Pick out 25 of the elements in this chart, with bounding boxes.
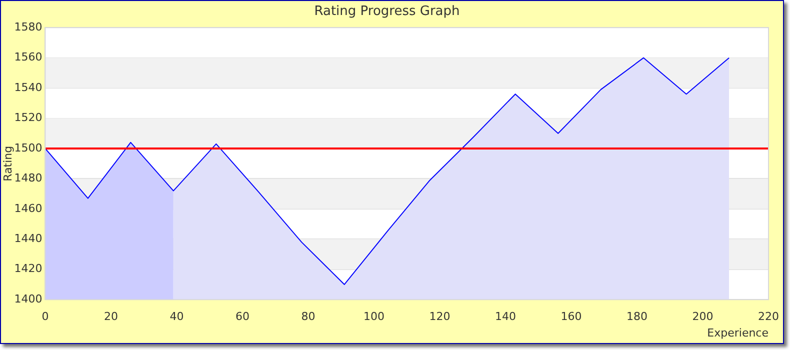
x-tick-label: 40 bbox=[170, 310, 184, 324]
x-tick-label: 0 bbox=[42, 310, 49, 324]
y-tick-label: 1440 bbox=[14, 232, 42, 246]
x-tick-label: 180 bbox=[626, 310, 648, 324]
y-tick-label: 1420 bbox=[14, 262, 42, 276]
x-axis-title: Experience bbox=[707, 326, 769, 340]
chart-title: Rating Progress Graph bbox=[314, 4, 460, 20]
y-tick-label: 1480 bbox=[14, 172, 42, 185]
y-tick-label: 1540 bbox=[14, 80, 42, 94]
y-tick-label: 1520 bbox=[14, 111, 42, 124]
y-tick-label: 1460 bbox=[14, 202, 42, 215]
x-tick-label: 220 bbox=[758, 310, 779, 324]
y-tick-label: 1400 bbox=[14, 292, 42, 306]
y-axis-title: Rating bbox=[1, 146, 14, 182]
x-tick-label: 60 bbox=[235, 310, 250, 324]
x-tick-label: 200 bbox=[692, 310, 714, 324]
x-tick-label: 80 bbox=[301, 310, 316, 324]
y-tick-label: 1500 bbox=[14, 141, 42, 154]
x-tick-label: 20 bbox=[104, 310, 118, 324]
x-tick-label: 100 bbox=[363, 310, 384, 324]
x-tick-label: 140 bbox=[494, 310, 516, 324]
x-tick-label: 160 bbox=[560, 310, 582, 324]
x-tick-label: 120 bbox=[429, 310, 450, 324]
y-tick-label: 1560 bbox=[14, 50, 42, 64]
y-tick-label: 1580 bbox=[14, 20, 42, 34]
